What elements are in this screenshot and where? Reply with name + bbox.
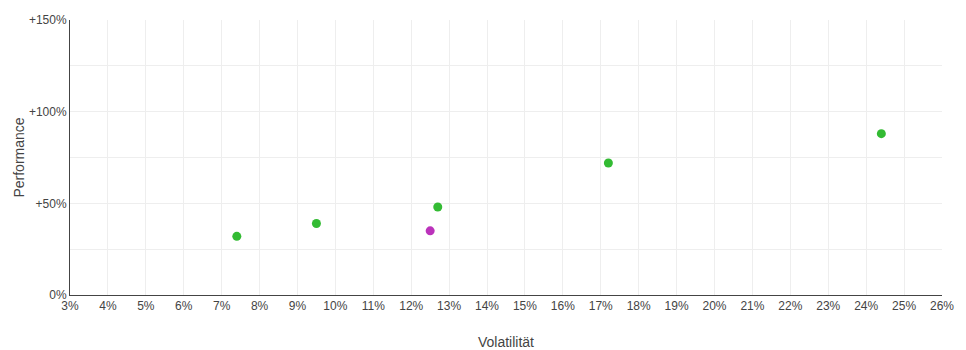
svg-text:20%: 20% [703,299,727,313]
svg-text:26%: 26% [930,299,954,313]
svg-text:22%: 22% [778,299,802,313]
svg-text:9%: 9% [289,299,307,313]
svg-text:+100%: +100% [29,105,67,119]
svg-text:Volatilität: Volatilität [478,334,534,350]
svg-text:+50%: +50% [36,197,67,211]
svg-text:17%: 17% [589,299,613,313]
svg-text:21%: 21% [740,299,764,313]
svg-text:11%: 11% [362,299,385,313]
svg-text:12%: 12% [399,299,423,313]
svg-text:24%: 24% [854,299,878,313]
svg-text:19%: 19% [665,299,689,313]
svg-text:Performance: Performance [11,117,27,197]
svg-text:23%: 23% [816,299,840,313]
svg-text:25%: 25% [892,299,916,313]
svg-text:+150%: +150% [29,13,67,27]
svg-text:15%: 15% [513,299,537,313]
svg-text:10%: 10% [323,299,347,313]
svg-text:14%: 14% [475,299,499,313]
svg-text:16%: 16% [551,299,575,313]
svg-text:3%: 3% [61,299,79,313]
svg-text:6%: 6% [175,299,193,313]
svg-text:8%: 8% [251,299,269,313]
svg-text:7%: 7% [213,299,231,313]
svg-text:0%: 0% [49,288,67,302]
svg-text:13%: 13% [437,299,461,313]
svg-text:4%: 4% [99,299,117,313]
svg-text:5%: 5% [137,299,155,313]
svg-text:18%: 18% [627,299,651,313]
